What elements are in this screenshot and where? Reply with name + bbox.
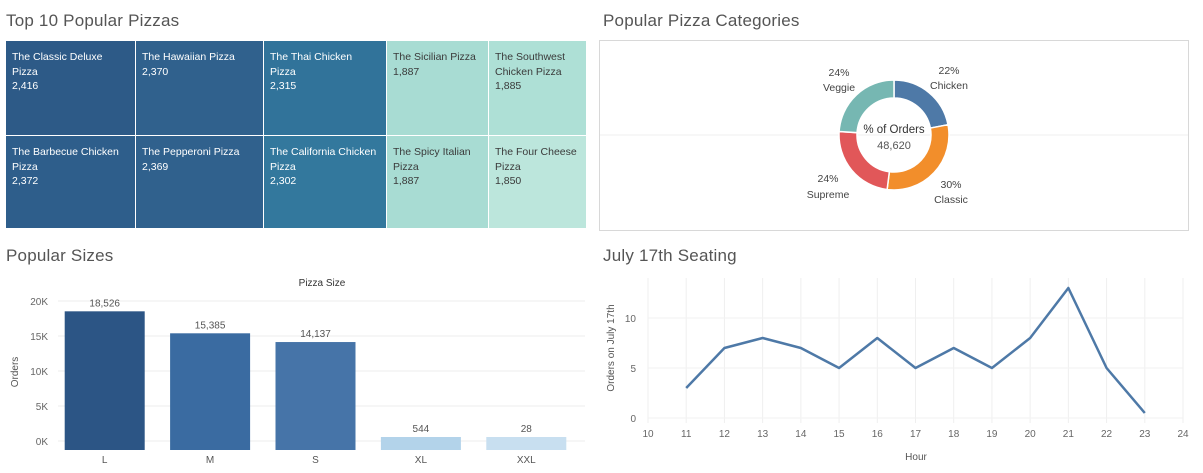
bar-value-label: 544 [413, 424, 430, 435]
treemap-tile[interactable]: The Southwest Chicken Pizza 1,885 [489, 41, 587, 136]
line-y-tick: 0 [630, 414, 636, 425]
bar-y-tick: 15K [30, 332, 48, 343]
tile-value: 2,370 [142, 65, 169, 78]
tile-name: The Four Cheese Pizza [495, 146, 577, 173]
seating-line [685, 286, 1146, 414]
bar-value-label: 18,526 [89, 298, 120, 309]
line-x-tick: 22 [1101, 429, 1113, 440]
line-y-axis-label: Orders on July 17th [606, 304, 617, 391]
bar-value-label: 14,137 [300, 329, 331, 340]
line-x-tick: 15 [834, 429, 846, 440]
line-y-tick: 10 [625, 314, 637, 325]
slice-name-classic: Classic [934, 194, 968, 206]
line-x-tick: 10 [642, 429, 654, 440]
slice-percent-chicken: 22% [938, 65, 959, 77]
line-x-tick: 14 [795, 429, 807, 440]
tile-value: 1,885 [495, 80, 522, 92]
bar-y-tick: 20K [30, 297, 48, 308]
line-x-tick: 11 [681, 429, 692, 440]
treemap-tile[interactable]: The Pepperoni Pizza 2,369 [136, 136, 264, 229]
bar-y-tick: 5K [36, 402, 49, 413]
slice-percent-veggie: 24% [828, 67, 849, 79]
seating-line-chart: Orders on July 17th Hour 0 5 10 10 11 12 13 14… [606, 278, 1189, 463]
tile-name: The Pepperoni Pizza [142, 146, 240, 158]
slice-name-veggie: Veggie [823, 82, 855, 94]
bar-x-tick: XXL [517, 455, 536, 466]
categories-donut-panel: % of Orders 48,620 22% Chicken 30% Class… [599, 40, 1189, 231]
slice-percent-supreme: 24% [817, 173, 838, 185]
line-x-tick: 18 [948, 429, 960, 440]
line-x-tick: 20 [1025, 429, 1037, 440]
line-x-tick: 24 [1177, 429, 1189, 440]
line-x-tick: 23 [1139, 429, 1151, 440]
tile-value: 1,887 [393, 175, 420, 187]
line-x-tick: 13 [757, 429, 769, 440]
bar-xxl[interactable] [486, 437, 567, 450]
line-x-tick: 21 [1063, 429, 1075, 440]
treemap-tile[interactable]: The Four Cheese Pizza 1,850 [489, 136, 587, 229]
slice-percent-classic: 30% [940, 179, 961, 191]
line-x-tick: 12 [719, 429, 731, 440]
tile-name: The Southwest Chicken Pizza [495, 51, 566, 78]
tile-name: The Spicy Italian Pizza [393, 146, 471, 173]
bar-y-tick: 0K [36, 437, 49, 448]
treemap-tile[interactable]: The Barbecue Chicken Pizza 2,372 [6, 136, 136, 229]
donut-center-value: 48,620 [877, 140, 911, 152]
line-chart-title: July 17th Seating [603, 246, 737, 265]
tile-name: The Thai Chicken Pizza [270, 51, 353, 78]
bar-chart-title: Popular Sizes [6, 246, 114, 265]
bar-value-label: 28 [521, 424, 533, 435]
donut-center-label: % of Orders [863, 124, 925, 136]
tile-name: The Hawaiian Pizza [142, 51, 235, 63]
bar-y-axis-label: Orders [10, 357, 21, 388]
treemap-title: Top 10 Popular Pizzas [6, 11, 180, 30]
slice-name-chicken: Chicken [930, 80, 968, 92]
treemap-tile[interactable]: The Spicy Italian Pizza 1,887 [387, 136, 489, 229]
tile-name: The Sicilian Pizza [393, 51, 476, 63]
tile-value: 1,850 [495, 175, 522, 187]
line-y-tick: 5 [630, 364, 636, 375]
treemap-tile[interactable]: The California Chicken Pizza 2,302 [264, 136, 387, 229]
line-x-tick: 17 [910, 429, 922, 440]
bar-x-tick: S [312, 455, 319, 466]
bar-value-label: 15,385 [195, 320, 226, 331]
tile-value: 1,887 [393, 65, 420, 78]
bar-x-tick: XL [415, 455, 428, 466]
tile-value: 2,315 [270, 80, 297, 92]
bar-x-tick: M [206, 455, 214, 466]
bar-m[interactable] [170, 333, 251, 450]
bar-chart-header: Pizza Size [299, 278, 346, 289]
treemap-tile[interactable]: The Hawaiian Pizza 2,370 [136, 41, 264, 136]
sizes-bar-chart: Pizza Size Orders 0K 5K 10K 15K 20K 18,526 15… [10, 278, 585, 466]
tile-name: The California Chicken Pizza [270, 146, 377, 173]
bar-xl[interactable] [380, 437, 461, 450]
top-pizzas-treemap: The Classic Deluxe Pizza 2,416 The Barbe… [6, 41, 587, 229]
donut-slice-veggie[interactable] [838, 79, 895, 134]
bar-s[interactable] [275, 342, 356, 450]
bar-y-tick: 10K [30, 367, 48, 378]
tile-value: 2,302 [270, 175, 297, 187]
line-x-tick: 19 [986, 429, 998, 440]
tile-name: The Classic Deluxe Pizza [12, 51, 103, 78]
bar-x-tick: L [102, 455, 108, 466]
tile-value: 2,416 [12, 80, 39, 92]
tile-value: 2,372 [12, 175, 39, 187]
treemap-tile[interactable]: The Thai Chicken Pizza 2,315 [264, 41, 387, 136]
treemap-tile[interactable]: The Sicilian Pizza 1,887 [387, 41, 489, 136]
categories-donut-chart: % of Orders 48,620 22% Chicken 30% Class… [600, 65, 1188, 206]
tile-name: The Barbecue Chicken Pizza [12, 146, 119, 173]
slice-name-supreme: Supreme [807, 189, 850, 201]
line-x-tick: 16 [872, 429, 884, 440]
treemap-tile[interactable]: The Classic Deluxe Pizza 2,416 [6, 41, 136, 136]
line-x-axis-label: Hour [905, 452, 927, 463]
donut-title: Popular Pizza Categories [603, 11, 800, 30]
tile-value: 2,369 [142, 160, 169, 173]
bar-l[interactable] [64, 311, 145, 450]
